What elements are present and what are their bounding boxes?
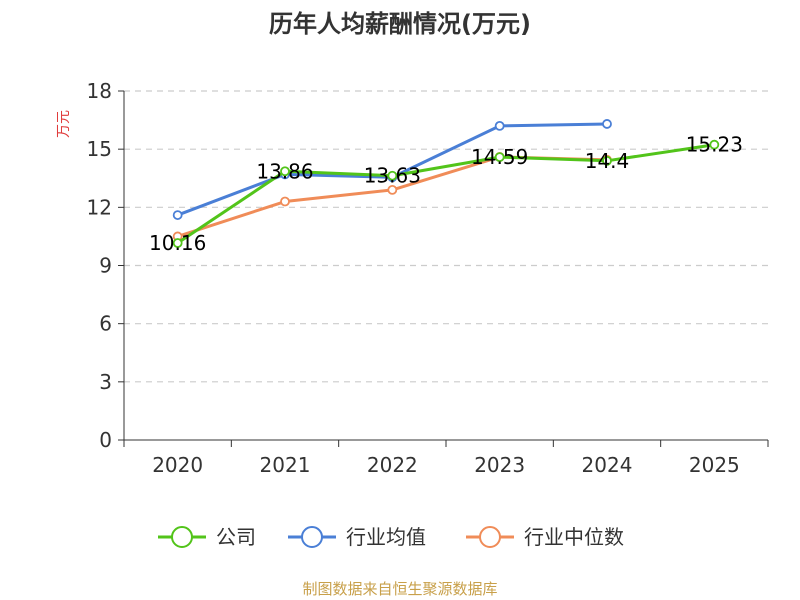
- x-tick-label: 2023: [474, 453, 525, 477]
- data-label: 15.23: [686, 133, 743, 157]
- x-tick-label: 2024: [582, 453, 633, 477]
- series-0: [172, 139, 720, 248]
- y-tick-label: 9: [99, 254, 112, 278]
- data-point: [387, 184, 398, 195]
- data-point: [494, 152, 505, 163]
- legend-item-0[interactable]: 公司: [158, 525, 256, 549]
- y-axis-label: 万元: [56, 110, 72, 138]
- data-point: [709, 139, 720, 150]
- series-layer: [172, 119, 720, 248]
- data-point: [280, 166, 290, 177]
- data-label: 10.16: [149, 231, 206, 255]
- grid-lines: [124, 90, 768, 383]
- x-tick-label: 2025: [689, 453, 740, 477]
- data-label: 14.4: [585, 149, 630, 173]
- axes: 0 3 6 9 12 15 18 2020 2021 2022 2023 2024 2025: [87, 79, 769, 477]
- data-label: 13.86: [256, 159, 313, 183]
- legend-marker: [171, 526, 193, 548]
- legend-label: 公司: [216, 525, 256, 549]
- chart-title: 历年人均薪酬情况(万元): [269, 10, 531, 38]
- data-point: [172, 238, 183, 248]
- y-tick-label: 0: [99, 428, 112, 452]
- legend-marker: [479, 526, 501, 548]
- data-label: 14.59: [471, 145, 528, 169]
- y-tick-label: 12: [87, 195, 112, 219]
- x-tick-label: 2021: [260, 453, 311, 477]
- legend-item-1[interactable]: 行业均值: [288, 525, 426, 549]
- legend-label: 行业均值: [346, 525, 426, 549]
- data-labels: 10.16 13.86 13.63 14.59 14.4 15.23: [149, 133, 743, 255]
- y-tick-label: 18: [87, 79, 112, 103]
- series-line: [176, 143, 715, 245]
- data-point: [387, 170, 398, 181]
- x-tick-label: 2022: [367, 453, 418, 477]
- data-point: [172, 210, 183, 220]
- data-point: [494, 121, 505, 131]
- legend[interactable]: 公司 行业均值 行业中位数: [158, 525, 624, 549]
- source-note: 制图数据来自恒生聚源数据库: [302, 580, 497, 598]
- x-tick-label: 2020: [152, 453, 203, 477]
- legend-item-2[interactable]: 行业中位数: [466, 525, 624, 549]
- legend-marker: [301, 526, 323, 548]
- data-point: [280, 196, 290, 207]
- data-point: [602, 155, 612, 166]
- data-point: [602, 119, 612, 129]
- y-tick-label: 15: [87, 137, 112, 161]
- data-label: 13.63: [364, 164, 421, 188]
- y-tick-label: 6: [99, 312, 112, 336]
- y-tick-label: 3: [99, 370, 112, 394]
- legend-label: 行业中位数: [524, 525, 624, 549]
